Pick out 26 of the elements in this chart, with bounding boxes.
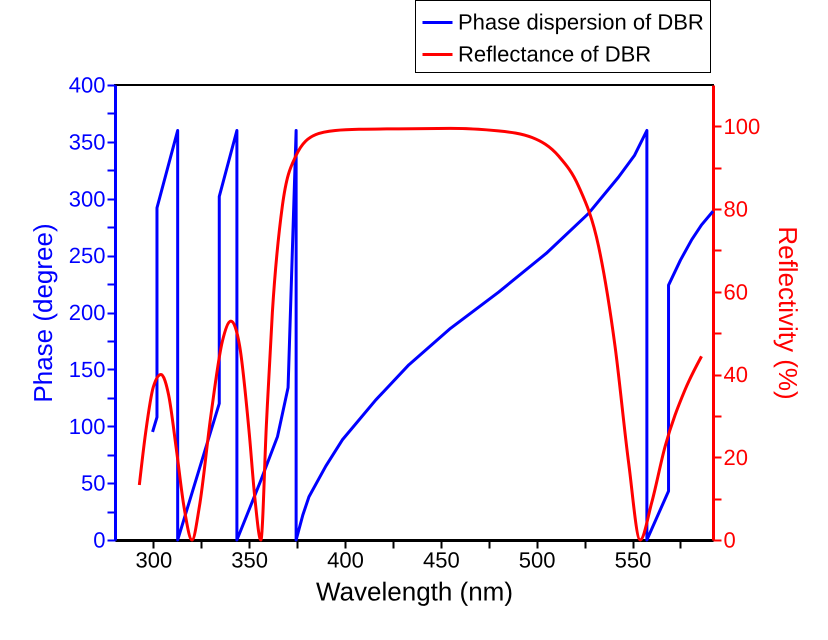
y-tick-label: 400 xyxy=(68,72,106,98)
x-tick-label: 550 xyxy=(614,548,652,572)
x-tick-label: 450 xyxy=(422,548,460,572)
y-tick-label: 50 xyxy=(81,470,106,496)
y2-tick-label: 60 xyxy=(724,279,748,304)
y2-tick-label: 80 xyxy=(724,196,748,222)
y-tick-label: 150 xyxy=(68,356,106,382)
y-tick-label: 100 xyxy=(68,414,106,439)
y2-tick-label: 100 xyxy=(724,114,760,139)
y-tick-label: 0 xyxy=(93,528,106,552)
y-tick-label: 250 xyxy=(68,243,106,268)
x-axis-title: Wavelength (nm) xyxy=(316,576,513,606)
y2-tick-label: 0 xyxy=(724,528,736,552)
y-tick-label: 200 xyxy=(68,300,106,325)
y-tick-label: 350 xyxy=(68,129,106,154)
y2-axis-title: Reflectivity (%) xyxy=(773,226,804,400)
x-tick-label: 500 xyxy=(518,548,556,572)
x-tick-label: 300 xyxy=(135,548,172,572)
y-tick-label: 300 xyxy=(68,186,106,212)
legend-label: Phase dispersion of DBR xyxy=(458,10,704,34)
y-axis-title: Phase (degree) xyxy=(28,223,58,403)
x-tick-label: 350 xyxy=(231,548,268,572)
x-tick-label: 400 xyxy=(327,548,364,572)
y2-tick-label: 40 xyxy=(724,362,748,388)
legend-label: Reflectance of DBR xyxy=(458,42,652,66)
y2-tick-label: 20 xyxy=(724,444,748,470)
